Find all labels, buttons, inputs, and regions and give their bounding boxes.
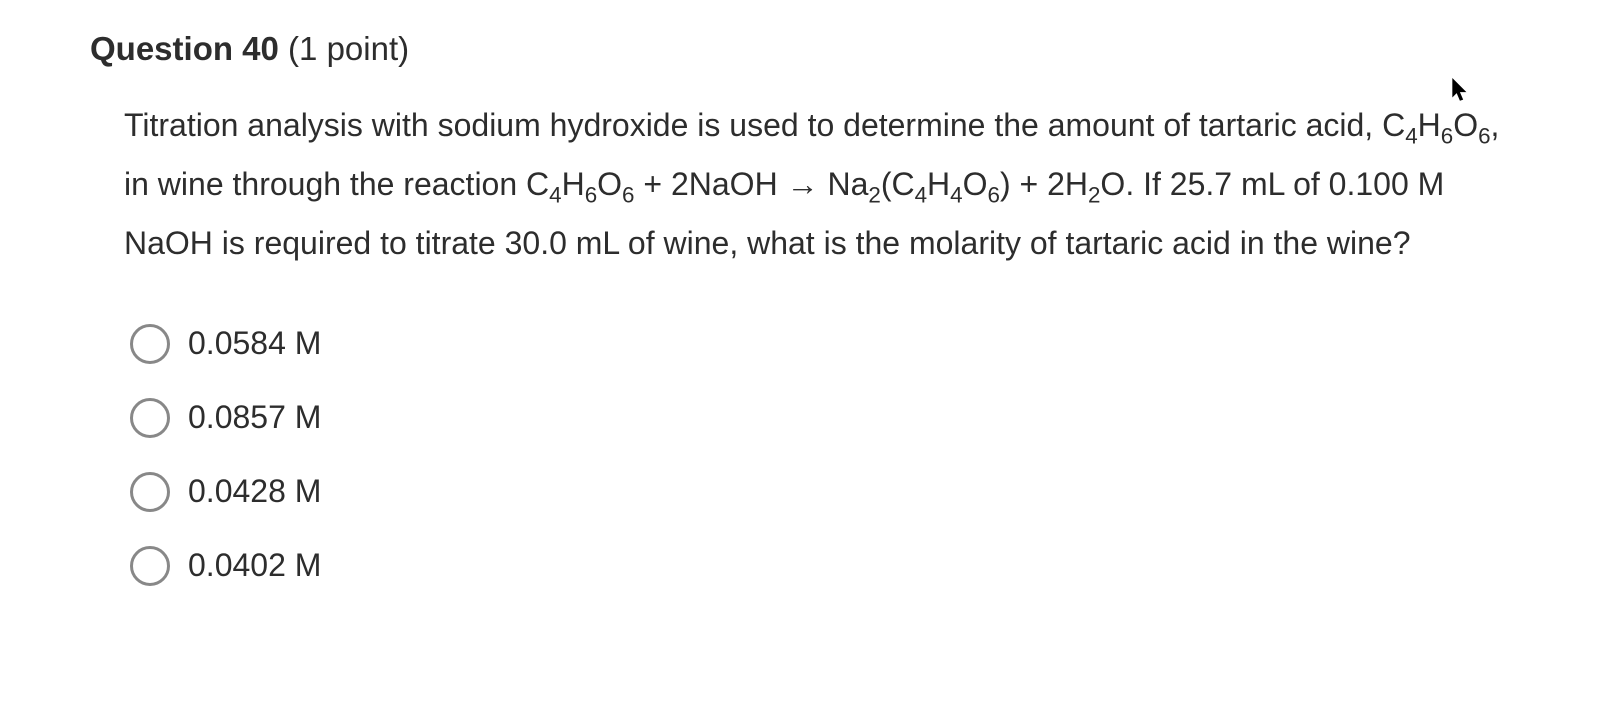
answer-option[interactable]: 0.0584 M <box>130 324 1530 364</box>
answer-label: 0.0584 M <box>188 325 321 362</box>
radio-icon[interactable] <box>130 398 170 438</box>
answer-option[interactable]: 0.0402 M <box>130 546 1530 586</box>
answer-option[interactable]: 0.0857 M <box>130 398 1530 438</box>
formula-tartaric: C4H6O6 <box>1382 107 1490 143</box>
question-points: (1 point) <box>279 30 409 67</box>
body-pre: Titration analysis with sodium hydroxide… <box>124 107 1382 143</box>
answer-list: 0.0584 M 0.0857 M 0.0428 M 0.0402 M <box>130 324 1530 586</box>
answer-label: 0.0402 M <box>188 547 321 584</box>
radio-icon[interactable] <box>130 472 170 512</box>
radio-icon[interactable] <box>130 324 170 364</box>
question-text: Titration analysis with sodium hydroxide… <box>124 96 1530 274</box>
radio-icon[interactable] <box>130 546 170 586</box>
reaction-equation: C4H6O6 + 2NaOH → Na2(C4H4O6) + 2H2O. <box>526 166 1143 202</box>
question-number: Question 40 <box>90 30 279 67</box>
answer-label: 0.0428 M <box>188 473 321 510</box>
question-header: Question 40 (1 point) <box>90 30 1530 68</box>
answer-label: 0.0857 M <box>188 399 321 436</box>
answer-option[interactable]: 0.0428 M <box>130 472 1530 512</box>
